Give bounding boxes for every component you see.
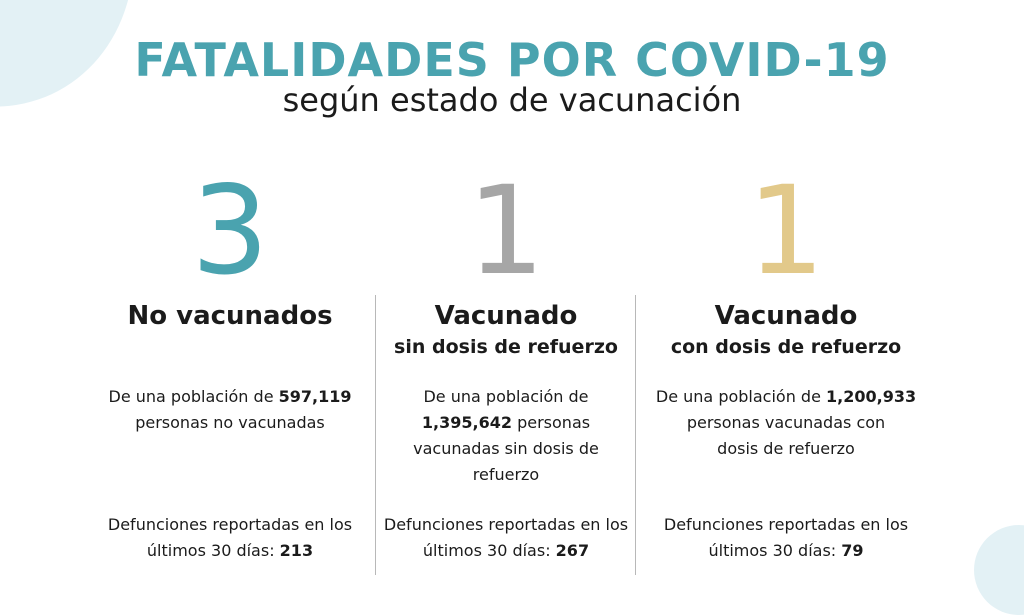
column-divider-2 (635, 295, 636, 575)
column-label: Vacunado (434, 301, 578, 331)
population-prefix: De una población de (423, 387, 589, 406)
column-label: Vacunado (714, 301, 858, 331)
deaths-text: Defunciones reportadas en los últimos 30… (80, 512, 380, 564)
population-prefix: De una población de (655, 387, 827, 406)
page-subtitle: según estado de vacunación (282, 81, 742, 119)
column-vacunado-sin-refuerzo: 1 Vacunado sin dosis de refuerzo De una … (376, 170, 636, 575)
deaths-label: Defunciones reportadas en los últimos 30… (663, 515, 909, 560)
ratio-number: 1 (467, 160, 545, 302)
population-text: De una población de 1,200,933 personas v… (636, 384, 936, 462)
deaths-value: 267 (555, 541, 590, 560)
decorative-shape-bottom (974, 525, 1024, 615)
population-suffix: personas vacunadas sin dosis de refuerzo (413, 413, 599, 484)
population-text: De una población de 1,395,642 personas v… (376, 384, 636, 488)
column-divider-1 (375, 295, 376, 575)
population-text: De una población de 597,119 personas no … (80, 384, 380, 436)
population-suffix: personas vacunadas con dosis de refuerzo (686, 413, 886, 458)
deaths-value: 79 (841, 541, 864, 560)
population-value: 597,119 (278, 387, 352, 406)
deaths-text: Defunciones reportadas en los últimos 30… (636, 512, 936, 564)
deaths-value: 213 (279, 541, 314, 560)
population-suffix: personas no vacunadas (135, 413, 325, 432)
ratio-number: 3 (191, 160, 269, 302)
column-sublabel: con dosis de refuerzo (670, 336, 902, 358)
deaths-text: Defunciones reportadas en los últimos 30… (376, 512, 636, 564)
population-value: 1,395,642 (421, 413, 512, 432)
column-vacunado-con-refuerzo: 1 Vacunado con dosis de refuerzo De una … (636, 170, 936, 575)
population-value: 1,200,933 (826, 387, 917, 406)
column-label: No vacunados (127, 301, 333, 331)
column-sublabel: sin dosis de refuerzo (394, 336, 618, 358)
deaths-label: Defunciones reportadas en los últimos 30… (107, 515, 353, 560)
ratio-number: 1 (747, 160, 825, 302)
deaths-label: Defunciones reportadas en los últimos 30… (383, 515, 629, 560)
page-title: FATALIDADES POR COVID-19 (134, 33, 890, 87)
population-prefix: De una población de (108, 387, 279, 406)
column-no-vacunados: 3 No vacunados De una población de 597,1… (80, 170, 380, 575)
